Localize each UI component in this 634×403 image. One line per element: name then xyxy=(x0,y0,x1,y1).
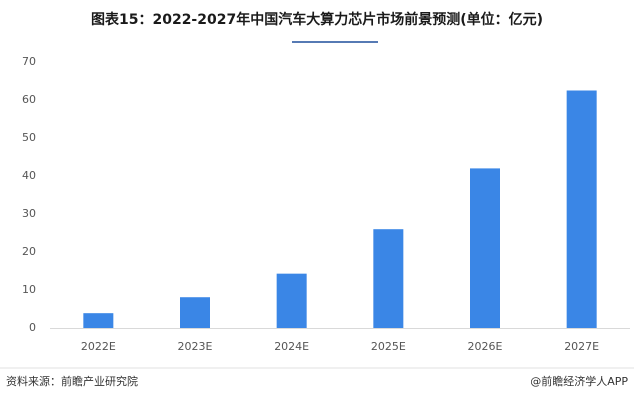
source: 资料来源：前瞻产业研究院 xyxy=(6,374,138,388)
x-tick-label: 2026E xyxy=(468,340,503,353)
bar xyxy=(566,90,597,328)
y-tick-label: 30 xyxy=(22,207,36,220)
bar xyxy=(180,297,210,328)
y-tick-label: 0 xyxy=(29,321,36,334)
x-tick-label: 2027E xyxy=(564,340,599,353)
chart-title: 图表15：2022-2027年中国汽车大算力芯片市场前景预测(单位：亿元) xyxy=(91,11,543,28)
y-tick-label: 10 xyxy=(22,283,36,296)
x-tick-label: 2022E xyxy=(81,340,116,353)
y-tick-label: 20 xyxy=(22,245,36,258)
y-tick-label: 50 xyxy=(22,131,36,144)
x-tick-label: 2024E xyxy=(274,340,309,353)
bar xyxy=(373,229,404,328)
x-tick-label: 2023E xyxy=(178,340,213,353)
credit: @前瞻经济学人APP xyxy=(530,374,628,388)
y-tick-label: 70 xyxy=(22,55,36,68)
bar xyxy=(83,313,114,328)
y-tick-label: 60 xyxy=(22,93,36,106)
bar xyxy=(276,273,307,328)
bar xyxy=(470,168,500,328)
x-tick-label: 2025E xyxy=(371,340,406,353)
y-tick-label: 40 xyxy=(22,169,36,182)
